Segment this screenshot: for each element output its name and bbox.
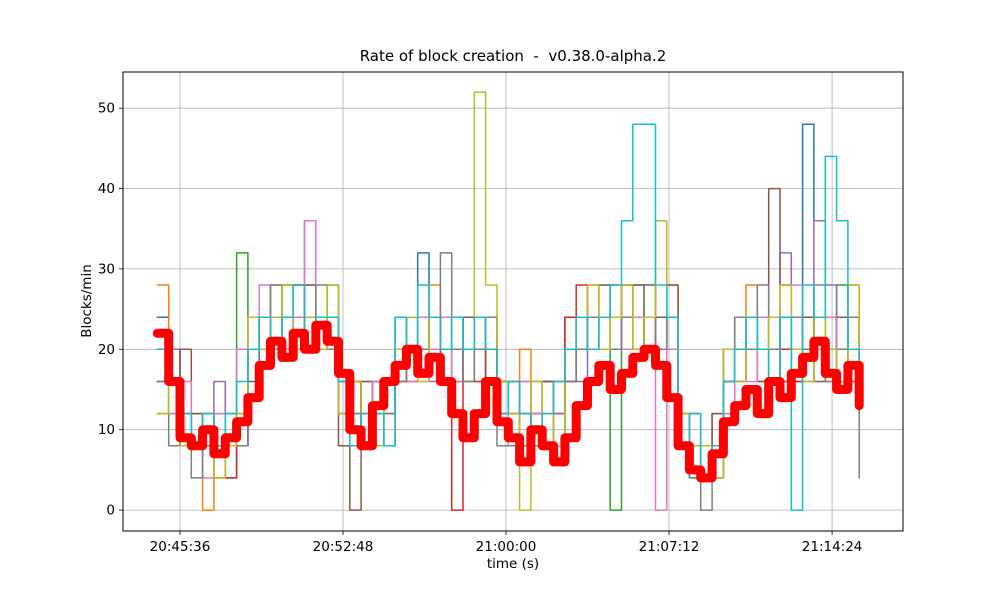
plot-border (122, 71, 904, 532)
series-line-overlay-mean (152, 320, 864, 483)
tick-labels: 0 10 20 30 40 50 20:45:36 20:52:48 21:00:00 21:07… (98, 101, 863, 555)
x-tick-label: 21:00:00 (476, 539, 537, 555)
axis-ticks (119, 107, 833, 535)
x-tick-label: 20:45:36 (150, 539, 211, 555)
y-tick-label: 20 (98, 342, 115, 358)
series-lines (152, 91, 864, 511)
y-tick-label: 30 (98, 261, 115, 277)
y-tick-label: 10 (98, 422, 115, 438)
x-axis-label: time (s) (486, 556, 540, 572)
series-line-series-08 (156, 252, 860, 511)
y-tick-label: 50 (98, 101, 115, 117)
series-line-series-09 (156, 91, 860, 511)
y-axis-label: Blocks/min (79, 264, 95, 338)
y-tick-label: 40 (98, 181, 115, 197)
series-line-series-10 (156, 123, 860, 511)
x-tick-label: 21:14:24 (802, 539, 863, 555)
chart-title: Rate of block creation - v0.38.0-alpha.2 (359, 47, 667, 65)
y-tick-label: 0 (106, 503, 115, 519)
gridlines (123, 72, 903, 531)
x-tick-label: 20:52:48 (313, 539, 374, 555)
x-tick-label: 21:07:12 (639, 539, 700, 555)
